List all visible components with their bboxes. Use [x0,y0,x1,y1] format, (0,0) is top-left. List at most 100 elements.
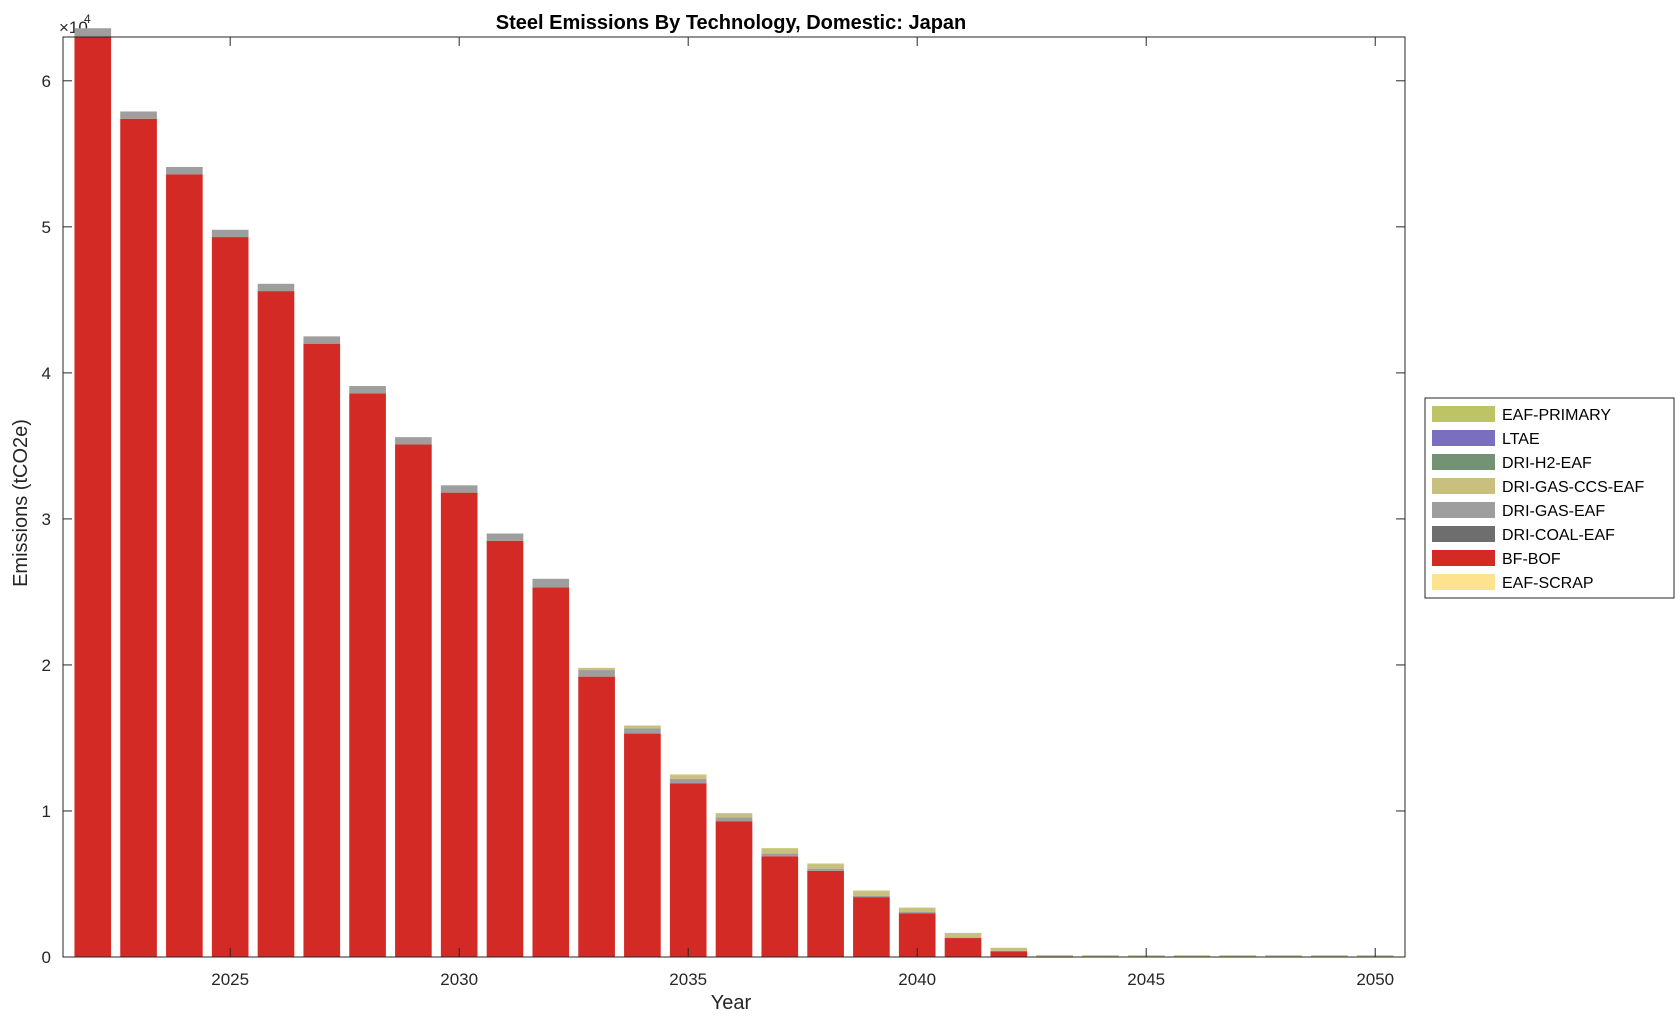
legend: EAF-PRIMARY LTAE DRI-H2-EAF DRI-GAS-CCS-EAF… [1424,397,1675,599]
bar-dri-gas-eaf-2031 [486,533,524,541]
bar-dri-gas-ccs-eaf-2040 [898,908,936,913]
y-tick-label: 4 [42,364,51,383]
bar-eaf-primary-2038 [807,863,844,865]
legend-swatch-eaf-scrap [1432,574,1495,590]
legend-swatch-dri-h2-eaf [1432,454,1495,470]
legend-label-dri-gas-eaf: DRI-GAS-EAF [1502,503,1605,520]
bar-dri-gas-eaf-2023 [120,111,157,119]
legend-swatch-dri-coal-eaf [1432,526,1495,542]
bar-dri-gas-ccs-eaf-2044 [1082,955,1119,957]
bar-dri-gas-ccs-eaf-2037 [761,848,799,854]
bar-dri-gas-eaf-2040 [898,912,936,914]
legend-swatch-ltae [1432,430,1495,446]
bar-dri-gas-ccs-eaf-2038 [807,864,844,869]
legend-label-dri-gas-ccs-eaf: DRI-GAS-CCS-EAF [1502,479,1644,496]
bar-dri-gas-ccs-eaf-2033 [578,667,615,671]
x-axis-ticks: 2025 2030 2035 2040 2045 2050 [211,37,1394,989]
plot-box [62,36,1406,958]
bar-dri-gas-eaf-2041 [944,937,982,939]
bar-bf-bof-2042 [990,951,1028,957]
bar-dri-gas-ccs-eaf-2041 [944,933,982,938]
bar-eaf-primary-2037 [761,848,799,850]
chart-title: Steel Emissions By Technology, Domestic:… [496,12,967,34]
bar-dri-gas-ccs-eaf-2048 [1265,955,1302,957]
x-tick-label: 2025 [211,970,249,989]
bar-dri-gas-eaf-2035 [669,778,707,784]
legend-label-ltae: LTAE [1502,431,1540,448]
axes-frame [62,36,1406,958]
x-tick-label: 2050 [1356,970,1394,989]
bar-eaf-primary-2035 [669,774,707,776]
bar-eaf-primary-2049 [1311,955,1348,957]
legend-label-bf-bof: BF-BOF [1502,551,1561,568]
bar-bf-bof-2032 [532,587,570,957]
bar-dri-gas-ccs-eaf-2036 [715,813,753,818]
bar-bf-bof-2023 [120,118,157,957]
y-axis-title: Emissions (tCO2e) [10,419,32,587]
bar-dri-gas-eaf-2042 [990,950,1028,952]
x-tick-label: 2030 [440,970,478,989]
y-tick-label: 3 [42,510,51,529]
legend-box [1424,397,1675,599]
bar-bf-bof-2039 [853,897,890,957]
bar-bf-bof-2034 [624,733,661,957]
bar-eaf-primary-2044 [1082,955,1119,957]
bar-bf-bof-2028 [349,393,386,957]
bar-bf-bof-2024 [166,174,203,957]
bar-bf-bof-2037 [761,856,799,957]
bar-eaf-primary-2048 [1265,955,1302,957]
bar-bf-bof-2033 [578,676,615,957]
legend-label-dri-coal-eaf: DRI-COAL-EAF [1502,527,1615,544]
bar-dri-gas-eaf-2024 [166,166,203,175]
bar-bf-bof-2036 [715,821,753,957]
bar-dri-gas-eaf-2028 [349,386,386,394]
y-tick-label: 5 [42,218,51,237]
bar-dri-gas-eaf-2026 [257,283,295,292]
bar-eaf-primary-2041 [944,932,982,934]
bar-eaf-primary-2040 [898,907,936,909]
bar-dri-gas-eaf-2039 [853,895,890,898]
bar-eaf-primary-2036 [715,813,753,814]
legend-label-dri-h2-eaf: DRI-H2-EAF [1502,455,1592,472]
bar-dri-gas-eaf-2037 [761,853,799,857]
bar-bf-bof-2025 [211,237,249,957]
bar-eaf-primary-2046 [1173,955,1211,957]
bar-bf-bof-2038 [807,870,844,957]
bar-layer [74,28,1394,958]
bar-dri-gas-eaf-2029 [395,437,432,445]
bar-bf-bof-2031 [486,540,524,957]
bar-eaf-primary-2043 [1036,954,1073,956]
bar-dri-gas-ccs-eaf-2034 [624,725,661,729]
bar-dri-gas-eaf-2034 [624,728,661,734]
legend-label-eaf-scrap: EAF-SCRAP [1502,575,1594,592]
legend-swatch-bf-bof [1432,550,1495,566]
x-tick-label: 2045 [1127,970,1165,989]
bar-dri-gas-eaf-2032 [532,578,570,588]
legend-label-eaf-primary: EAF-PRIMARY [1502,407,1611,424]
bar-bf-bof-2027 [303,343,341,957]
bar-dri-gas-ccs-eaf-2049 [1311,955,1348,957]
bar-dri-gas-eaf-2036 [715,817,753,822]
y-tick-label: 2 [42,656,51,675]
bar-dri-gas-ccs-eaf-2046 [1173,955,1211,957]
bar-dri-gas-ccs-eaf-2047 [1219,955,1257,957]
bar-eaf-primary-2047 [1219,955,1257,957]
bar-bf-bof-2030 [440,492,478,957]
bar-bf-bof-2026 [257,291,295,958]
bar-dri-gas-eaf-2022 [74,28,112,37]
bar-eaf-primary-2039 [853,890,890,892]
bar-bf-bof-2022 [74,37,112,957]
bar-bf-bof-2041 [944,938,982,957]
legend-swatch-eaf-primary [1432,406,1495,422]
bar-dri-gas-ccs-eaf-2043 [1036,955,1073,957]
y-exponent-power: 4 [84,12,91,26]
legend-swatch-dri-gas-eaf [1432,502,1495,518]
bar-bf-bof-2035 [669,783,707,957]
bar-dri-gas-eaf-2038 [807,868,844,871]
legend-swatch-dri-gas-ccs-eaf [1432,478,1495,494]
bar-dri-gas-ccs-eaf-2035 [669,775,707,779]
x-tick-label: 2040 [898,970,936,989]
bar-eaf-primary-2042 [990,947,1028,949]
bar-dri-gas-eaf-2033 [578,670,615,677]
